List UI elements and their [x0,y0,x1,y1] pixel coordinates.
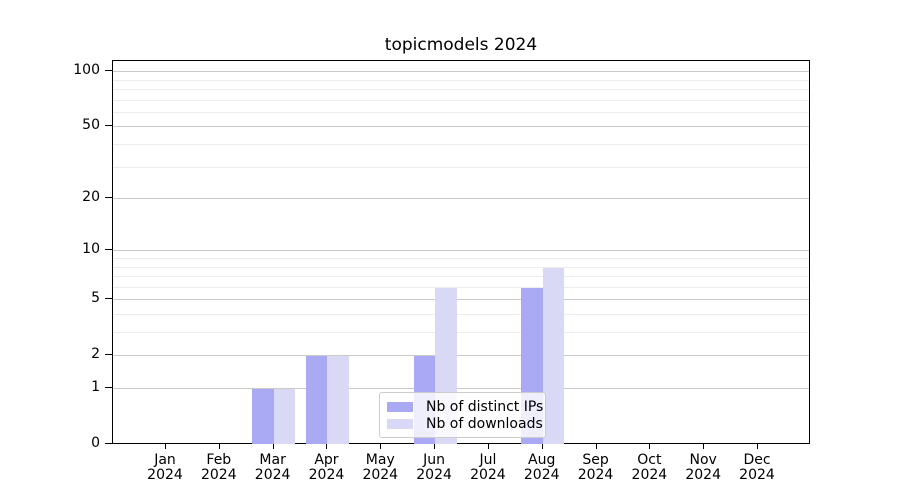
bar-downloads [273,389,296,444]
minor-gridline [113,332,809,333]
bar-downloads [327,356,349,444]
major-gridline [113,71,809,73]
y-axis-tick-label: 20 [82,189,100,206]
x-tick-mark [326,444,328,449]
x-tick-mark [218,444,220,449]
bar-downloads [542,267,565,444]
major-gridline [113,299,809,301]
minor-gridline [113,166,809,168]
y-tick-mark [105,354,112,356]
x-axis-tick-label: Jul 2024 [470,452,506,483]
minor-gridline [113,313,809,315]
legend-row-distinct-ips: Nb of distinct IPs [387,399,543,415]
x-tick-mark [541,444,543,449]
x-tick-mark [487,444,489,449]
minor-gridline [113,286,809,288]
x-tick-mark [703,444,705,449]
x-tick-mark [165,444,166,449]
y-axis-tick-label: 5 [91,290,100,307]
x-axis-tick-label: Dec 2024 [739,452,775,483]
minor-gridline [113,144,809,145]
y-tick-mark [105,125,112,127]
major-gridline [113,126,809,128]
y-tick-mark [105,298,112,300]
chart-title: topicmodels 2024 [384,35,538,55]
y-axis-tick-label: 0 [91,435,100,451]
y-tick-mark [105,197,112,199]
x-axis-tick-label: May 2024 [362,452,399,483]
x-axis-tick-label: Aug 2024 [523,452,560,483]
x-tick-mark [757,444,758,449]
y-axis-tick-label: 100 [73,62,100,79]
y-axis-tick-label: 1 [91,379,100,395]
y-tick-mark [105,387,112,388]
x-axis-tick-label: Mar 2024 [254,452,291,483]
minor-gridline [113,79,809,81]
minor-gridline [113,89,809,90]
major-gridline [113,355,809,357]
minor-gridline [113,266,809,268]
minor-gridline [113,111,809,113]
legend: Nb of distinct IPs Nb of downloads [379,392,546,438]
major-gridline [113,198,809,200]
distinct-ips-swatch-icon [387,402,413,412]
legend-label-downloads: Nb of downloads [426,416,543,432]
minor-gridline [113,257,809,259]
y-axis-tick-label: 10 [82,241,100,258]
y-tick-mark [105,70,112,72]
x-axis-tick-label: Jan 2024 [147,452,183,483]
y-tick-mark [105,443,112,444]
plot-area [112,60,810,444]
major-gridline [113,250,809,252]
x-tick-mark [272,444,274,449]
legend-row-downloads: Nb of downloads [387,416,543,432]
x-tick-mark [380,444,382,449]
bar-distinct-ips [252,389,274,444]
minor-gridline [113,99,809,101]
x-axis-tick-label: Apr 2024 [308,452,345,483]
x-axis-tick-label: Nov 2024 [685,452,721,483]
x-axis-tick-label: Sep 2024 [577,452,614,483]
x-tick-mark [649,444,651,449]
x-axis-tick-label: Jun 2024 [416,452,452,483]
x-tick-mark [595,444,597,449]
y-tick-mark [105,249,112,251]
minor-gridline [113,276,809,278]
x-tick-mark [434,444,436,449]
bar-distinct-ips [305,356,328,444]
x-axis-tick-label: Feb 2024 [200,452,237,483]
y-axis-tick-label: 2 [91,346,100,363]
x-axis-tick-label: Oct 2024 [631,452,668,483]
downloads-swatch-icon [387,419,413,429]
major-gridline [113,388,809,389]
legend-label-distinct-ips: Nb of distinct IPs [426,399,544,415]
y-axis-tick-label: 50 [82,117,100,134]
